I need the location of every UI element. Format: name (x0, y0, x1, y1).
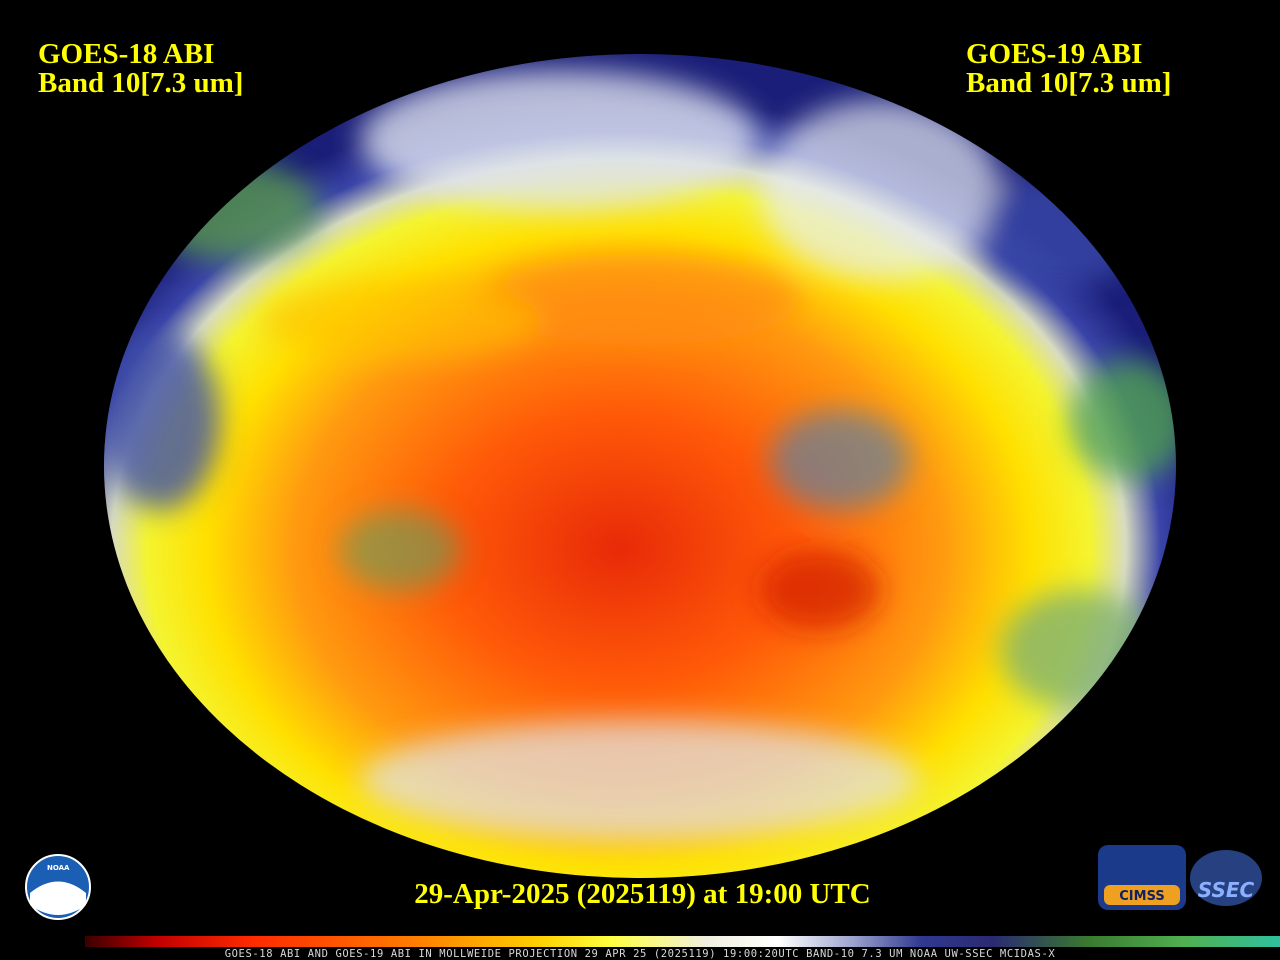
right-header: GOES-19 ABI Band 10[7.3 um] (966, 40, 1171, 98)
left-band: Band 10[7.3 um] (38, 67, 244, 99)
right-satellite: GOES-19 ABI (966, 38, 1143, 70)
cloud-features (104, 70, 1176, 840)
right-band: Band 10[7.3 um] (966, 67, 1172, 99)
left-header: GOES-18 ABI Band 10[7.3 um] (38, 40, 243, 98)
colorbar-label: GOES-18 ABI AND GOES-19 ABI IN MOLLWEIDE… (224, 948, 1056, 960)
colorbar (85, 936, 1280, 947)
left-satellite: GOES-18 ABI (38, 38, 215, 70)
timestamp: 29-Apr-2025 (2025119) at 19:00 UTC (414, 878, 871, 910)
